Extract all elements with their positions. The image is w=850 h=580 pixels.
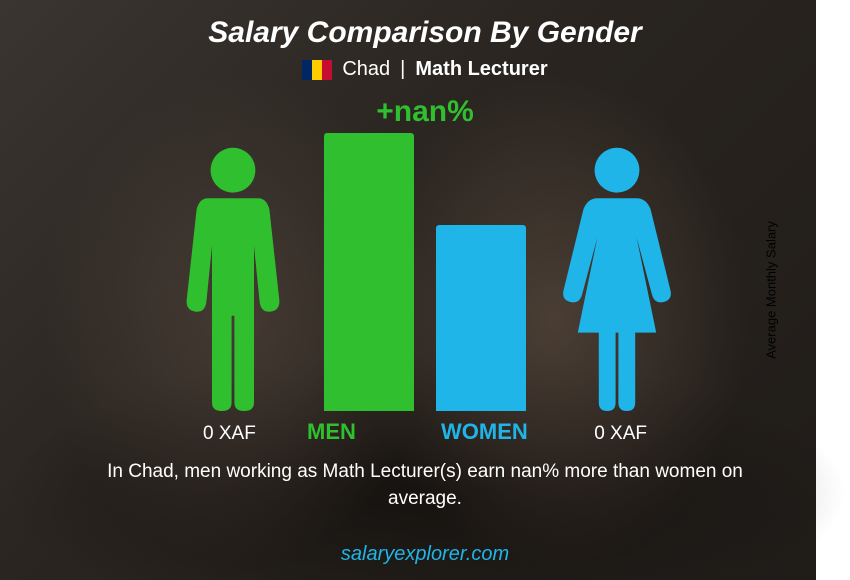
job-role: Math Lecturer [415,58,547,81]
women-bar [436,225,526,411]
separator: | [400,58,405,81]
women-value: 0 XAF [594,423,647,445]
female-figure-icon [547,145,687,411]
woman-icon [547,145,687,411]
man-icon [163,145,303,411]
women-label: WOMEN [441,419,528,445]
men-value: 0 XAF [203,423,256,445]
chart-area: +nan% 0 XAF MEN WOMEN 0 XAF [145,95,705,455]
flag-stripe-3 [322,60,332,80]
percent-difference-label: +nan% [376,95,474,129]
male-figure-icon [163,145,303,411]
men-label: MEN [307,419,356,445]
subtitle-row: Chad | Math Lecturer [302,58,547,81]
infographic-container: Salary Comparison By Gender Chad | Math … [0,0,850,580]
men-bar [324,133,414,411]
chad-flag-icon [302,60,332,80]
bars-row [324,133,526,411]
flag-stripe-1 [302,60,312,80]
flag-stripe-2 [312,60,322,80]
country-name: Chad [342,58,390,81]
footer-credit: salaryexplorer.com [341,543,509,566]
description-text: In Chad, men working as Math Lecturer(s)… [75,459,775,512]
page-title: Salary Comparison By Gender [208,16,641,50]
